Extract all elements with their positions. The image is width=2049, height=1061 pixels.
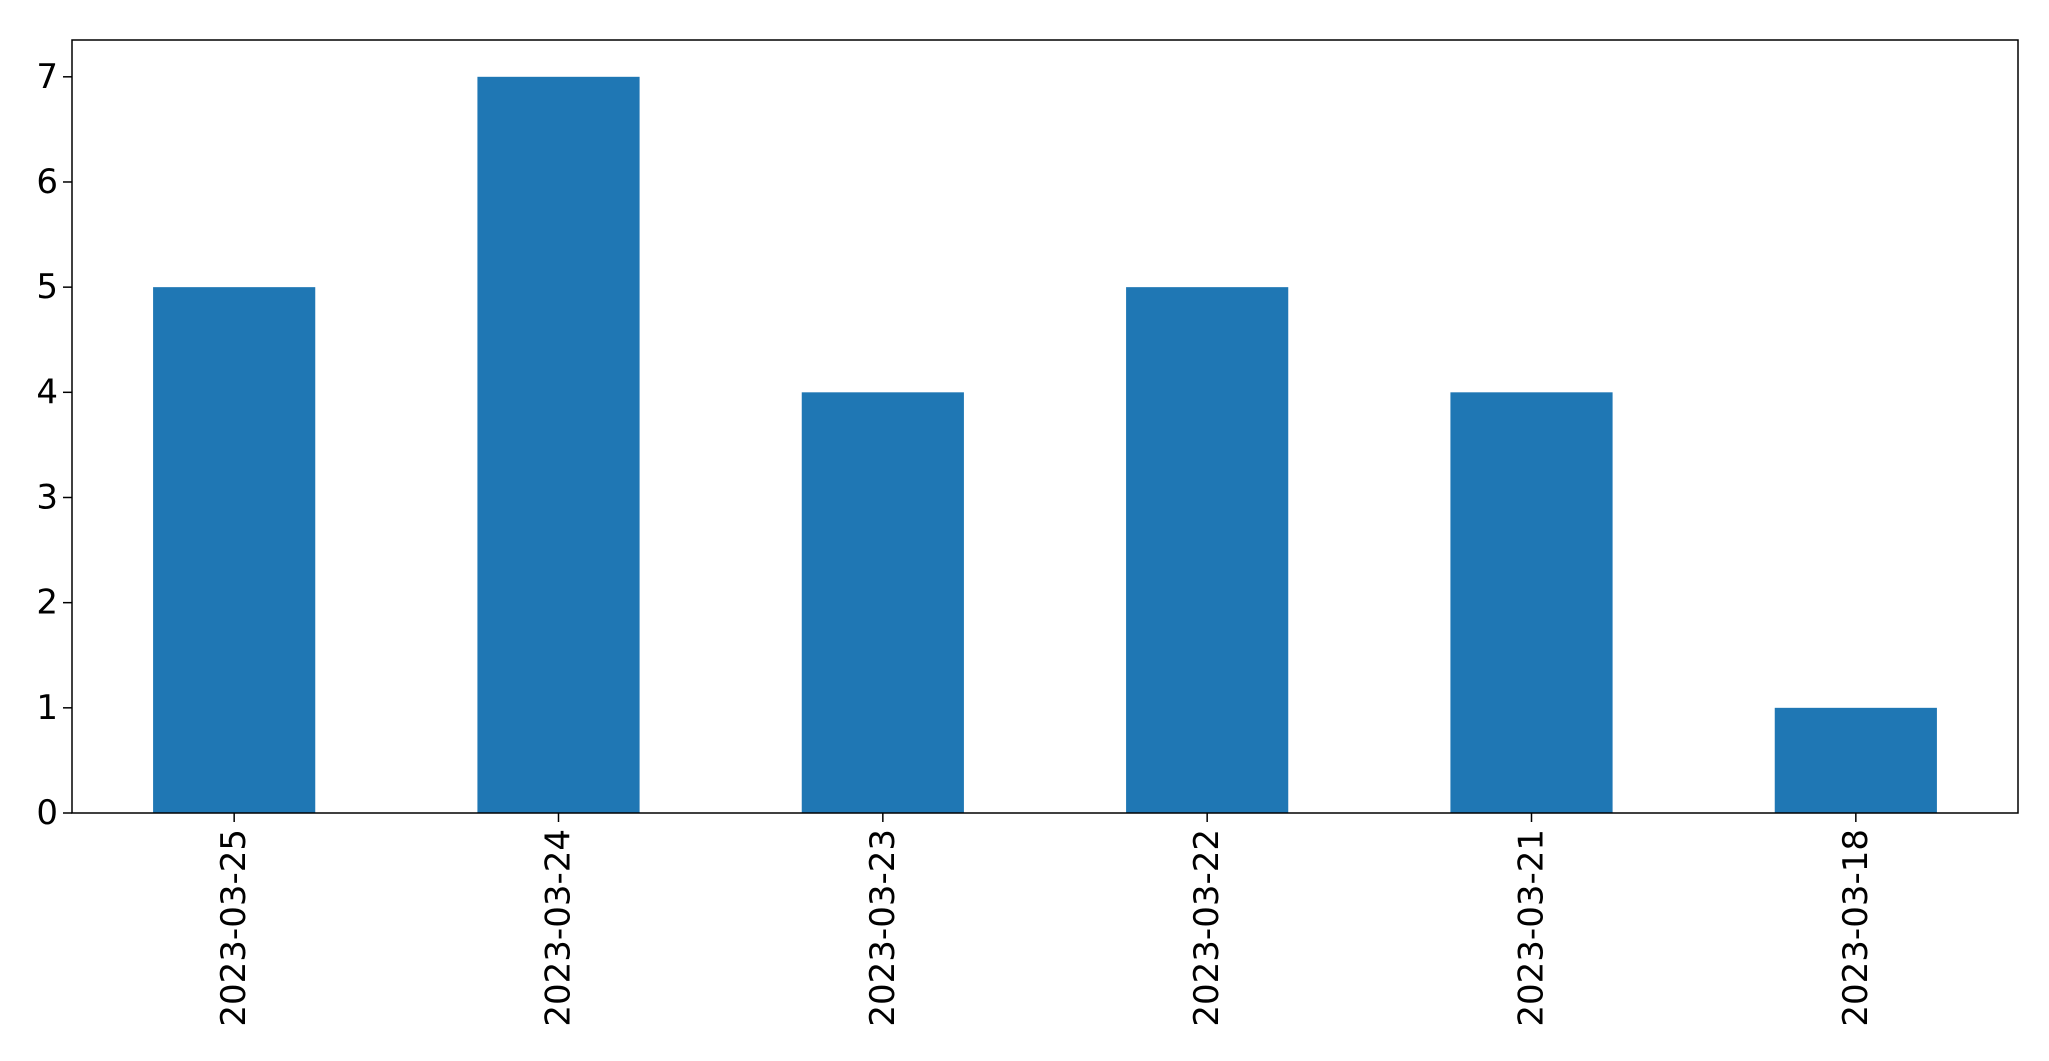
y-tick-label: 2 — [36, 583, 58, 623]
bar-2023-03-22 — [1126, 287, 1289, 813]
x-tick-label: 2023-03-22 — [1187, 829, 1227, 1027]
y-tick-label: 3 — [36, 477, 58, 517]
bar-2023-03-25 — [153, 287, 316, 813]
y-tick-label: 6 — [36, 162, 58, 202]
x-tick-label: 2023-03-18 — [1836, 829, 1876, 1027]
bar-2023-03-24 — [477, 76, 640, 813]
x-tick-label: 2023-03-23 — [863, 829, 903, 1027]
x-tick-label: 2023-03-24 — [539, 829, 579, 1027]
plot-frame — [71, 39, 2019, 814]
y-tick-label: 7 — [36, 57, 58, 97]
y-tick-label: 1 — [36, 688, 58, 728]
x-tick-label: 2023-03-21 — [1512, 829, 1552, 1027]
x-axis: 2023-03-25 2023-03-24 2023-03-23 2023-03-22… — [214, 813, 1876, 1027]
bar-2023-03-21 — [1450, 392, 1613, 813]
bar-2023-03-18 — [1774, 707, 1937, 813]
bars-layer — [153, 76, 1937, 813]
y-tick-label: 0 — [36, 793, 58, 833]
bar-2023-03-23 — [801, 392, 964, 813]
y-tick-label: 4 — [36, 372, 58, 412]
y-tick-label: 5 — [36, 267, 58, 307]
y-axis: 0 1 2 3 4 5 6 7 — [36, 57, 72, 833]
x-tick-label: 2023-03-25 — [214, 829, 254, 1027]
